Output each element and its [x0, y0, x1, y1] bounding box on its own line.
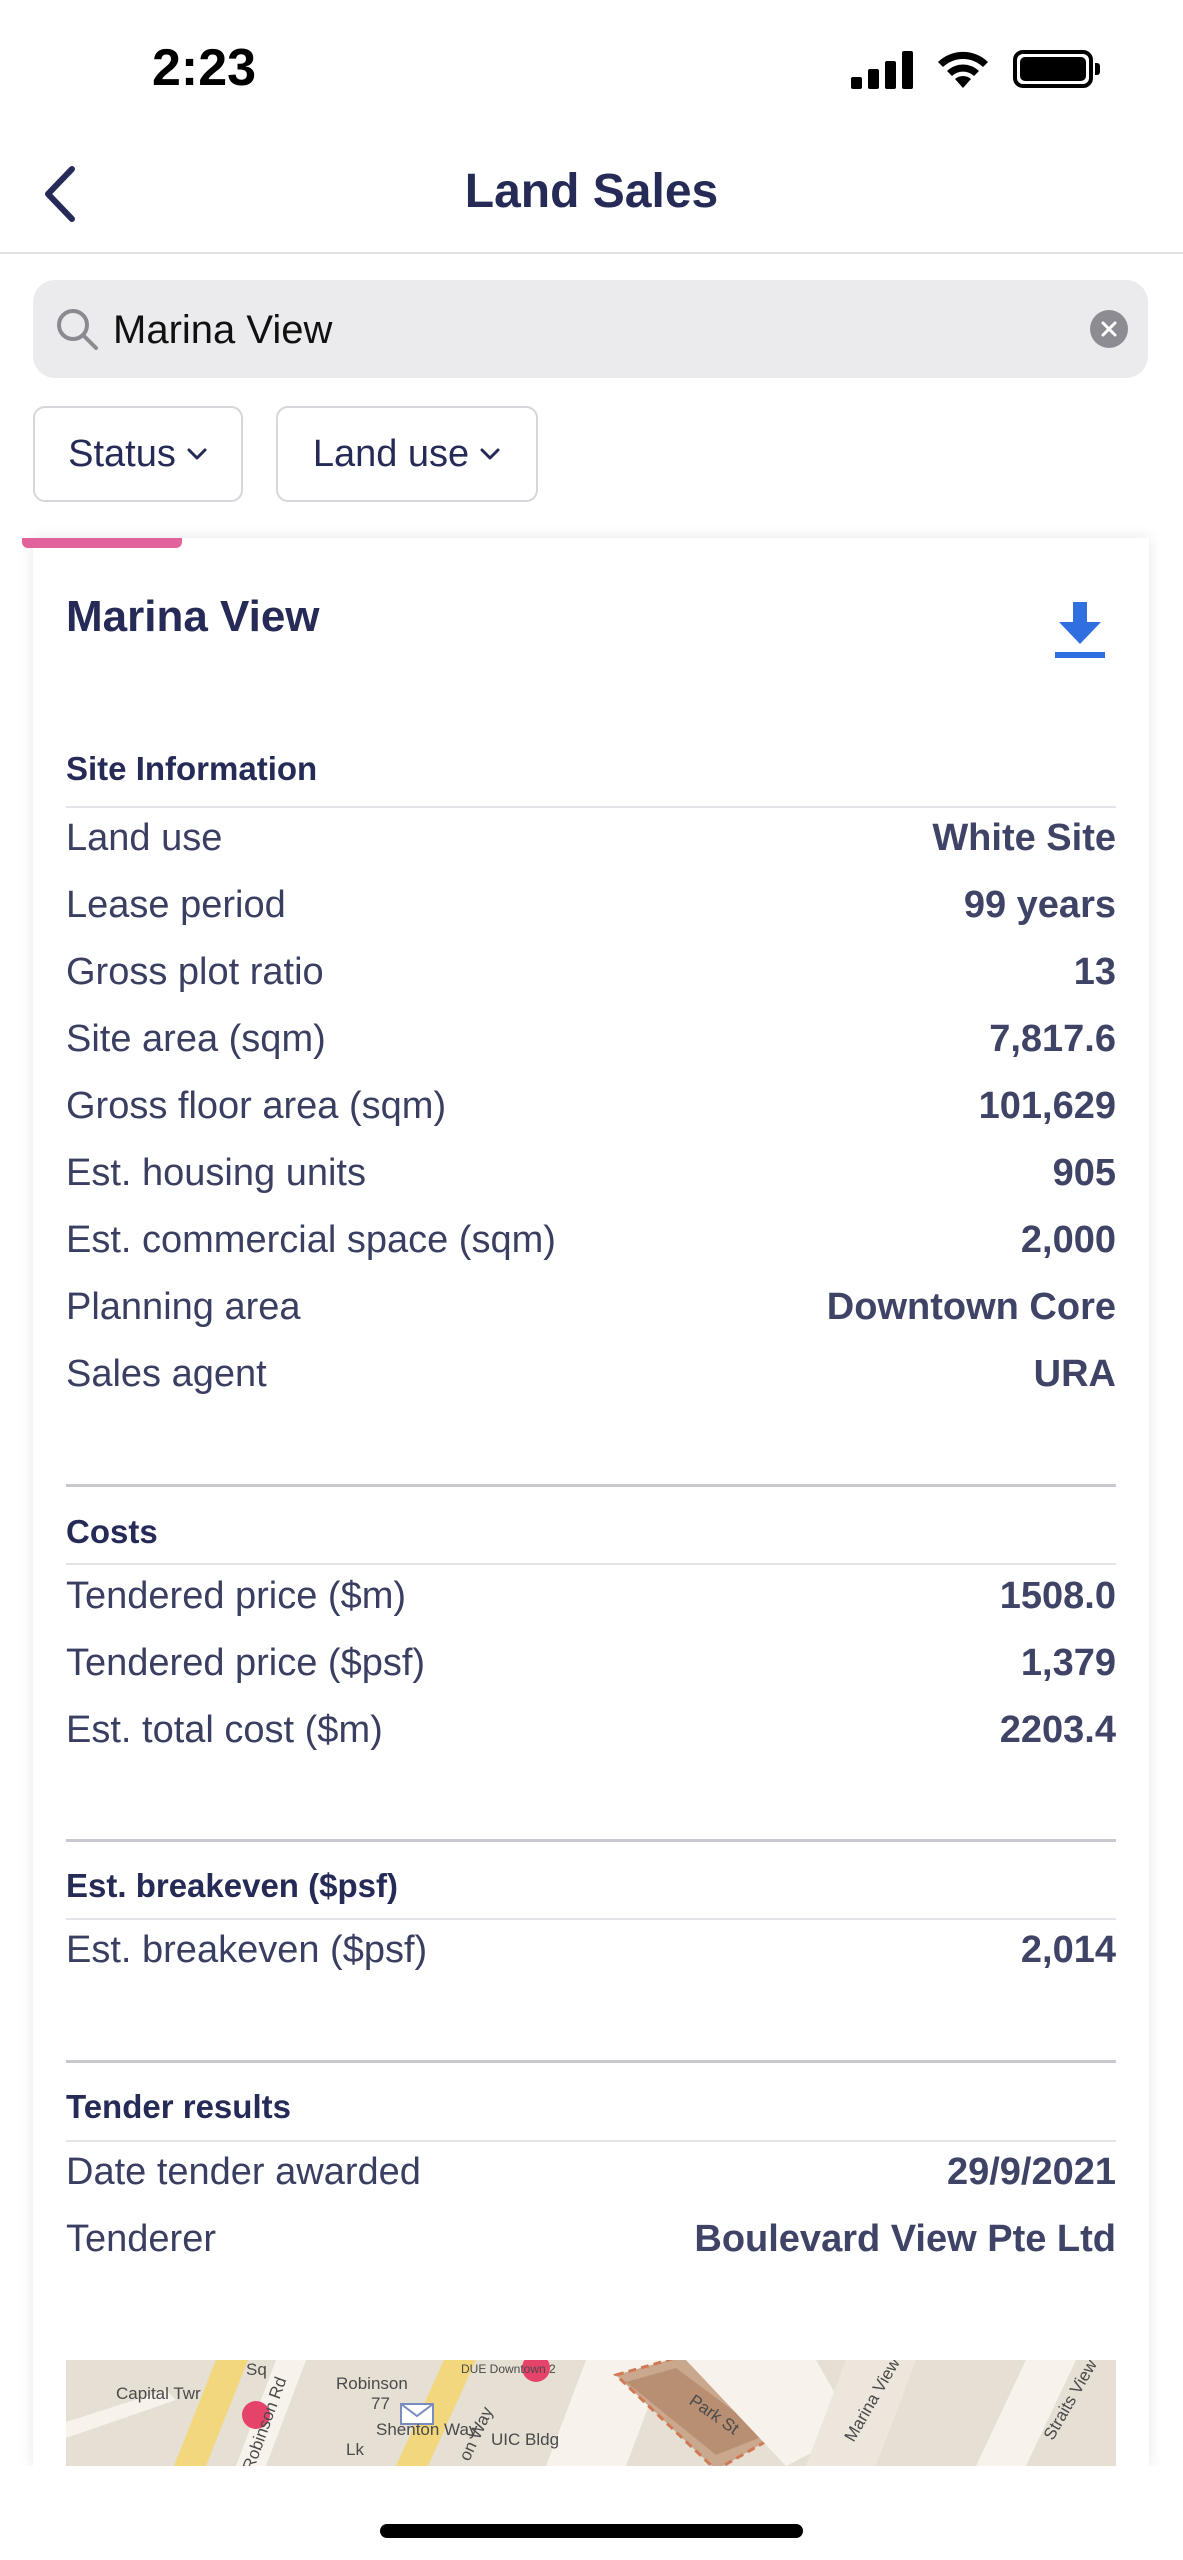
row-label: Est. total cost ($m)	[66, 1708, 383, 1751]
row-value: 2203.4	[999, 1708, 1116, 1751]
row-value: 13	[1073, 950, 1116, 993]
info-row: Planning area Downtown Core	[66, 1277, 1116, 1337]
info-row: Est. housing units 905	[66, 1143, 1116, 1203]
home-indicator[interactable]	[380, 2524, 803, 2538]
map-label: DUE Downtown 2	[461, 2362, 556, 2376]
section-heading-site: Site Information	[66, 750, 318, 787]
status-filter-button[interactable]: Status	[33, 406, 243, 502]
row-value: Downtown Core	[826, 1285, 1116, 1328]
land-sale-card	[33, 538, 1149, 2468]
battery-icon	[1013, 50, 1100, 88]
search-bar	[33, 280, 1148, 380]
search-icon	[57, 309, 98, 350]
card-title: Marina View	[66, 592, 320, 641]
chevron-down-icon	[480, 448, 500, 460]
divider	[66, 1918, 1116, 1920]
map-label: Robinson	[336, 2374, 408, 2393]
cellular-signal-icon	[851, 49, 913, 89]
map-label: Lk	[346, 2440, 364, 2459]
info-row: Gross floor area (sqm) 101,629	[66, 1076, 1116, 1136]
row-value: Boulevard View Pte Ltd	[694, 2217, 1116, 2260]
info-row: Site area (sqm) 7,817.6	[66, 1009, 1116, 1069]
home-indicator-area	[0, 2466, 1183, 2560]
row-value: 101,629	[978, 1084, 1116, 1127]
section-heading-tender: Tender results	[66, 2088, 291, 2125]
row-value: 1,379	[1020, 1641, 1116, 1684]
row-label: Site area (sqm)	[66, 1017, 326, 1060]
row-label: Lease period	[66, 883, 286, 926]
map-label: Capital Twr	[116, 2384, 201, 2403]
row-value: White Site	[932, 816, 1116, 859]
search-input[interactable]	[111, 280, 1015, 380]
row-label: Tendered price ($psf)	[66, 1641, 426, 1684]
row-value: 29/9/2021	[946, 2150, 1116, 2193]
status-time: 2:23	[152, 39, 257, 97]
row-label: Est. housing units	[66, 1151, 366, 1194]
clear-search-button[interactable]	[1090, 310, 1128, 348]
land-use-filter-label: Land use	[312, 432, 470, 475]
row-value: 2,000	[1020, 1218, 1116, 1261]
divider	[66, 2140, 1116, 2142]
map-label: UIC Bldg	[491, 2430, 560, 2449]
page-title: Land Sales	[464, 165, 719, 218]
row-label: Est. commercial space (sqm)	[66, 1218, 556, 1261]
row-label: Planning area	[66, 1285, 301, 1328]
row-value: 2,014	[1020, 1928, 1116, 1971]
nav-bar: Land Sales	[0, 140, 1183, 254]
row-value: URA	[1033, 1352, 1116, 1395]
wifi-icon	[938, 51, 988, 88]
chevron-down-icon	[187, 448, 207, 460]
row-label: Tenderer	[66, 2217, 216, 2260]
info-row: Est. total cost ($m) 2203.4	[66, 1700, 1116, 1760]
close-icon	[1101, 321, 1117, 337]
row-label: Sales agent	[66, 1352, 267, 1395]
status-bar: 2:23	[0, 0, 1183, 140]
section-heading-costs: Costs	[66, 1513, 158, 1550]
row-label: Gross plot ratio	[66, 950, 324, 993]
row-value: 1508.0	[999, 1574, 1116, 1617]
chevron-left-icon	[45, 166, 75, 222]
map-graphic	[66, 2360, 1116, 2466]
row-label: Date tender awarded	[66, 2150, 421, 2193]
info-row: Tenderer Boulevard View Pte Ltd	[66, 2209, 1116, 2269]
section-divider	[66, 1839, 1116, 1842]
section-heading-breakeven: Est. breakeven ($psf)	[66, 1867, 398, 1904]
map-label: 77	[371, 2394, 390, 2413]
download-icon[interactable]	[1053, 598, 1107, 660]
land-use-filter-button[interactable]: Land use	[276, 406, 538, 502]
status-filter-label: Status	[68, 432, 176, 475]
section-divider	[66, 1484, 1116, 1487]
info-row: Date tender awarded 29/9/2021	[66, 2142, 1116, 2202]
info-row: Lease period 99 years	[66, 875, 1116, 935]
divider	[66, 806, 1116, 808]
card-accent-bar	[22, 538, 182, 548]
info-row: Est. breakeven ($psf) 2,014	[66, 1920, 1116, 1980]
info-row: Gross plot ratio 13	[66, 942, 1116, 1002]
row-value: 905	[1052, 1151, 1116, 1194]
status-icons	[851, 48, 1100, 90]
row-label: Gross floor area (sqm)	[66, 1084, 447, 1127]
row-label: Est. breakeven ($psf)	[66, 1928, 428, 1971]
row-label: Land use	[66, 816, 223, 859]
info-row: Tendered price ($m) 1508.0	[66, 1566, 1116, 1626]
info-row: Land use White Site	[66, 808, 1116, 868]
row-value: 99 years	[963, 883, 1116, 926]
back-button[interactable]	[28, 162, 92, 226]
map-label: Shenton Way	[376, 2420, 478, 2439]
section-divider	[66, 2060, 1116, 2063]
site-map[interactable]: Capital Twr Sq Robinson 77 Shenton Way D…	[66, 2360, 1116, 2466]
info-row: Sales agent URA	[66, 1344, 1116, 1404]
row-label: Tendered price ($m)	[66, 1574, 407, 1617]
map-label: Sq	[246, 2360, 267, 2379]
info-row: Tendered price ($psf) 1,379	[66, 1633, 1116, 1693]
info-row: Est. commercial space (sqm) 2,000	[66, 1210, 1116, 1270]
row-value: 7,817.6	[989, 1017, 1116, 1060]
divider	[66, 1563, 1116, 1565]
